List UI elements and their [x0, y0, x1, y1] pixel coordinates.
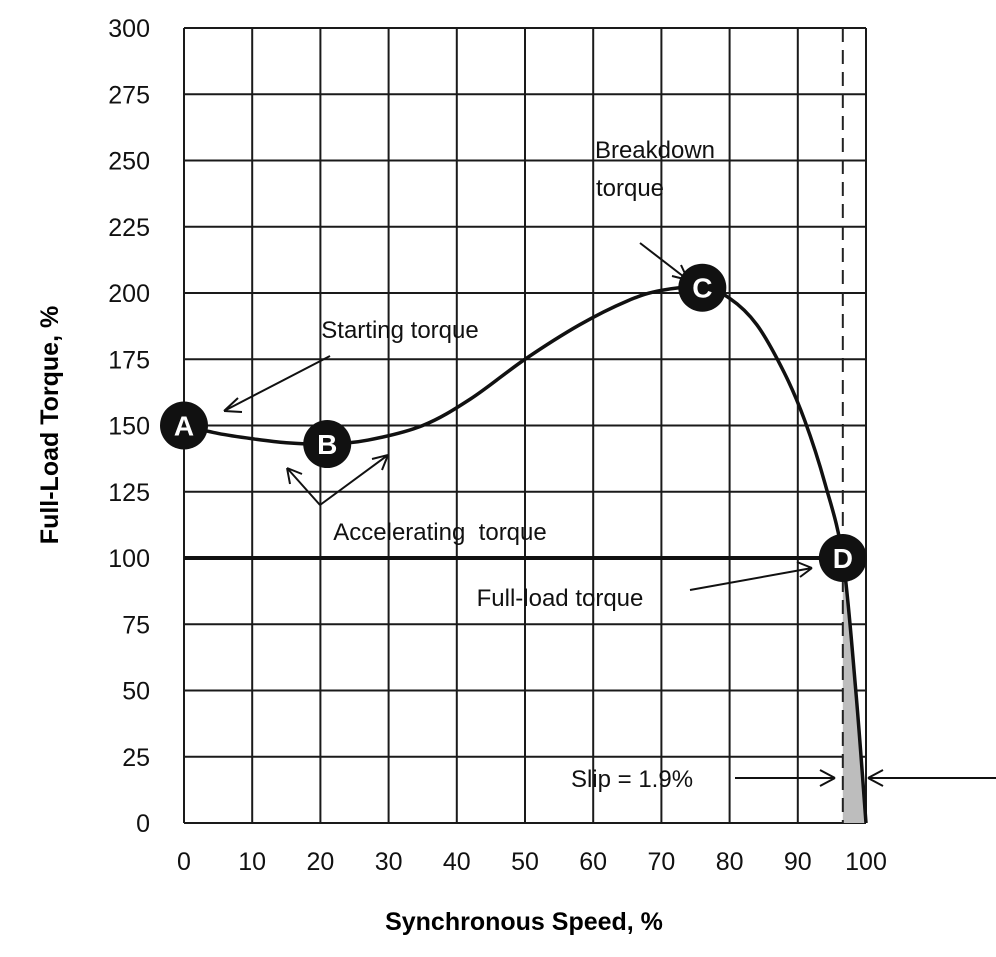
point-label: A: [174, 411, 194, 442]
point-c: C: [678, 263, 727, 312]
starting-torque-label: Starting torque: [321, 317, 478, 344]
point-label: C: [692, 273, 712, 304]
x-tick-label: 0: [177, 848, 191, 876]
y-tick-label: 225: [108, 214, 150, 242]
point-d: D: [818, 534, 867, 582]
point-marker: [818, 534, 867, 582]
y-tick-label: 25: [122, 744, 150, 772]
annotation-arrows: [223, 242, 996, 787]
starting-arrow: [223, 355, 331, 413]
x-axis-label: Synchronous Speed, %: [385, 908, 663, 936]
breakdown-torque-label-2: torque: [596, 175, 664, 202]
x-tick-label: 20: [306, 848, 334, 876]
y-tick-label: 125: [108, 479, 150, 507]
point-b: B: [303, 420, 352, 469]
x-tick-label: 40: [443, 848, 471, 876]
y-tick-label: 175: [108, 346, 150, 374]
y-tick-label: 275: [108, 81, 150, 109]
full-load-torque-label: Full-load torque: [477, 585, 644, 612]
x-tick-labels: 0 10 20 30 40 50 60 70 80 90 100: [177, 848, 887, 876]
slip-arrow-right: [867, 769, 996, 787]
point-marker: [678, 263, 727, 312]
y-tick-label: 200: [108, 280, 150, 308]
point-marker: [303, 420, 352, 469]
curve-points: A B C D: [160, 263, 867, 582]
accelerating-arrow-left: [286, 467, 321, 506]
x-tick-label: 10: [238, 848, 266, 876]
x-tick-label: 80: [716, 848, 744, 876]
point-a: A: [160, 401, 208, 450]
y-axis-label: Full-Load Torque, %: [36, 306, 64, 544]
grid: [183, 27, 867, 824]
y-tick-label: 250: [108, 148, 150, 176]
accelerating-arrow-right: [319, 454, 389, 506]
x-tick-label: 100: [845, 848, 887, 876]
y-tick-label: 0: [136, 810, 150, 838]
breakdown-torque-label-1: Breakdown: [595, 137, 715, 164]
y-tick-label: 150: [108, 413, 150, 441]
y-tick-label: 300: [108, 15, 150, 43]
point-marker: [160, 401, 208, 450]
x-tick-label: 90: [784, 848, 812, 876]
slip-label: Slip = 1.9%: [571, 766, 693, 793]
accelerating-torque-label: Accelerating torque: [333, 519, 546, 546]
slip-arrow-left: [735, 769, 836, 787]
y-tick-label: 50: [122, 678, 150, 706]
y-tick-label: 100: [108, 545, 150, 573]
x-tick-label: 30: [375, 848, 403, 876]
x-tick-label: 60: [579, 848, 607, 876]
point-label: D: [833, 543, 853, 574]
full-load-arrow: [689, 561, 813, 591]
x-tick-label: 50: [511, 848, 539, 876]
y-tick-label: 75: [122, 611, 150, 639]
y-tick-labels: 0 25 50 75 100 125 150 175 200 225 250 275 300: [108, 15, 150, 838]
x-tick-label: 70: [647, 848, 675, 876]
breakdown-arrow: [639, 242, 689, 281]
point-label: B: [317, 429, 337, 460]
